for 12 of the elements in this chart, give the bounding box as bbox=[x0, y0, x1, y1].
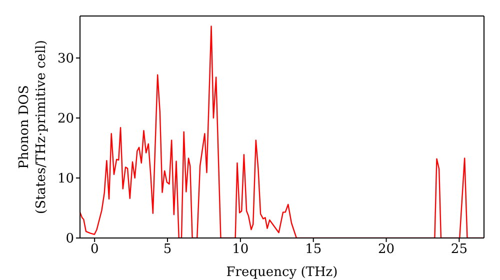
x-tick-label: 20 bbox=[378, 242, 395, 258]
x-tick-label: 0 bbox=[90, 242, 99, 258]
x-tick-label: 10 bbox=[232, 242, 249, 258]
x-tick-label: 15 bbox=[305, 242, 322, 258]
y-tick-label: 20 bbox=[57, 112, 74, 127]
x-tick-label: 5 bbox=[163, 242, 172, 258]
x-tick-label: 25 bbox=[450, 242, 468, 258]
y-tick-label: 10 bbox=[57, 172, 74, 187]
y-axis-title: Phonon DOS (States/THz·primitive cell) bbox=[17, 40, 49, 214]
x-axis-title: Frequency (THz) bbox=[226, 265, 338, 280]
y-tick-label: 30 bbox=[57, 52, 74, 67]
y-tick-label: 0 bbox=[66, 232, 74, 247]
